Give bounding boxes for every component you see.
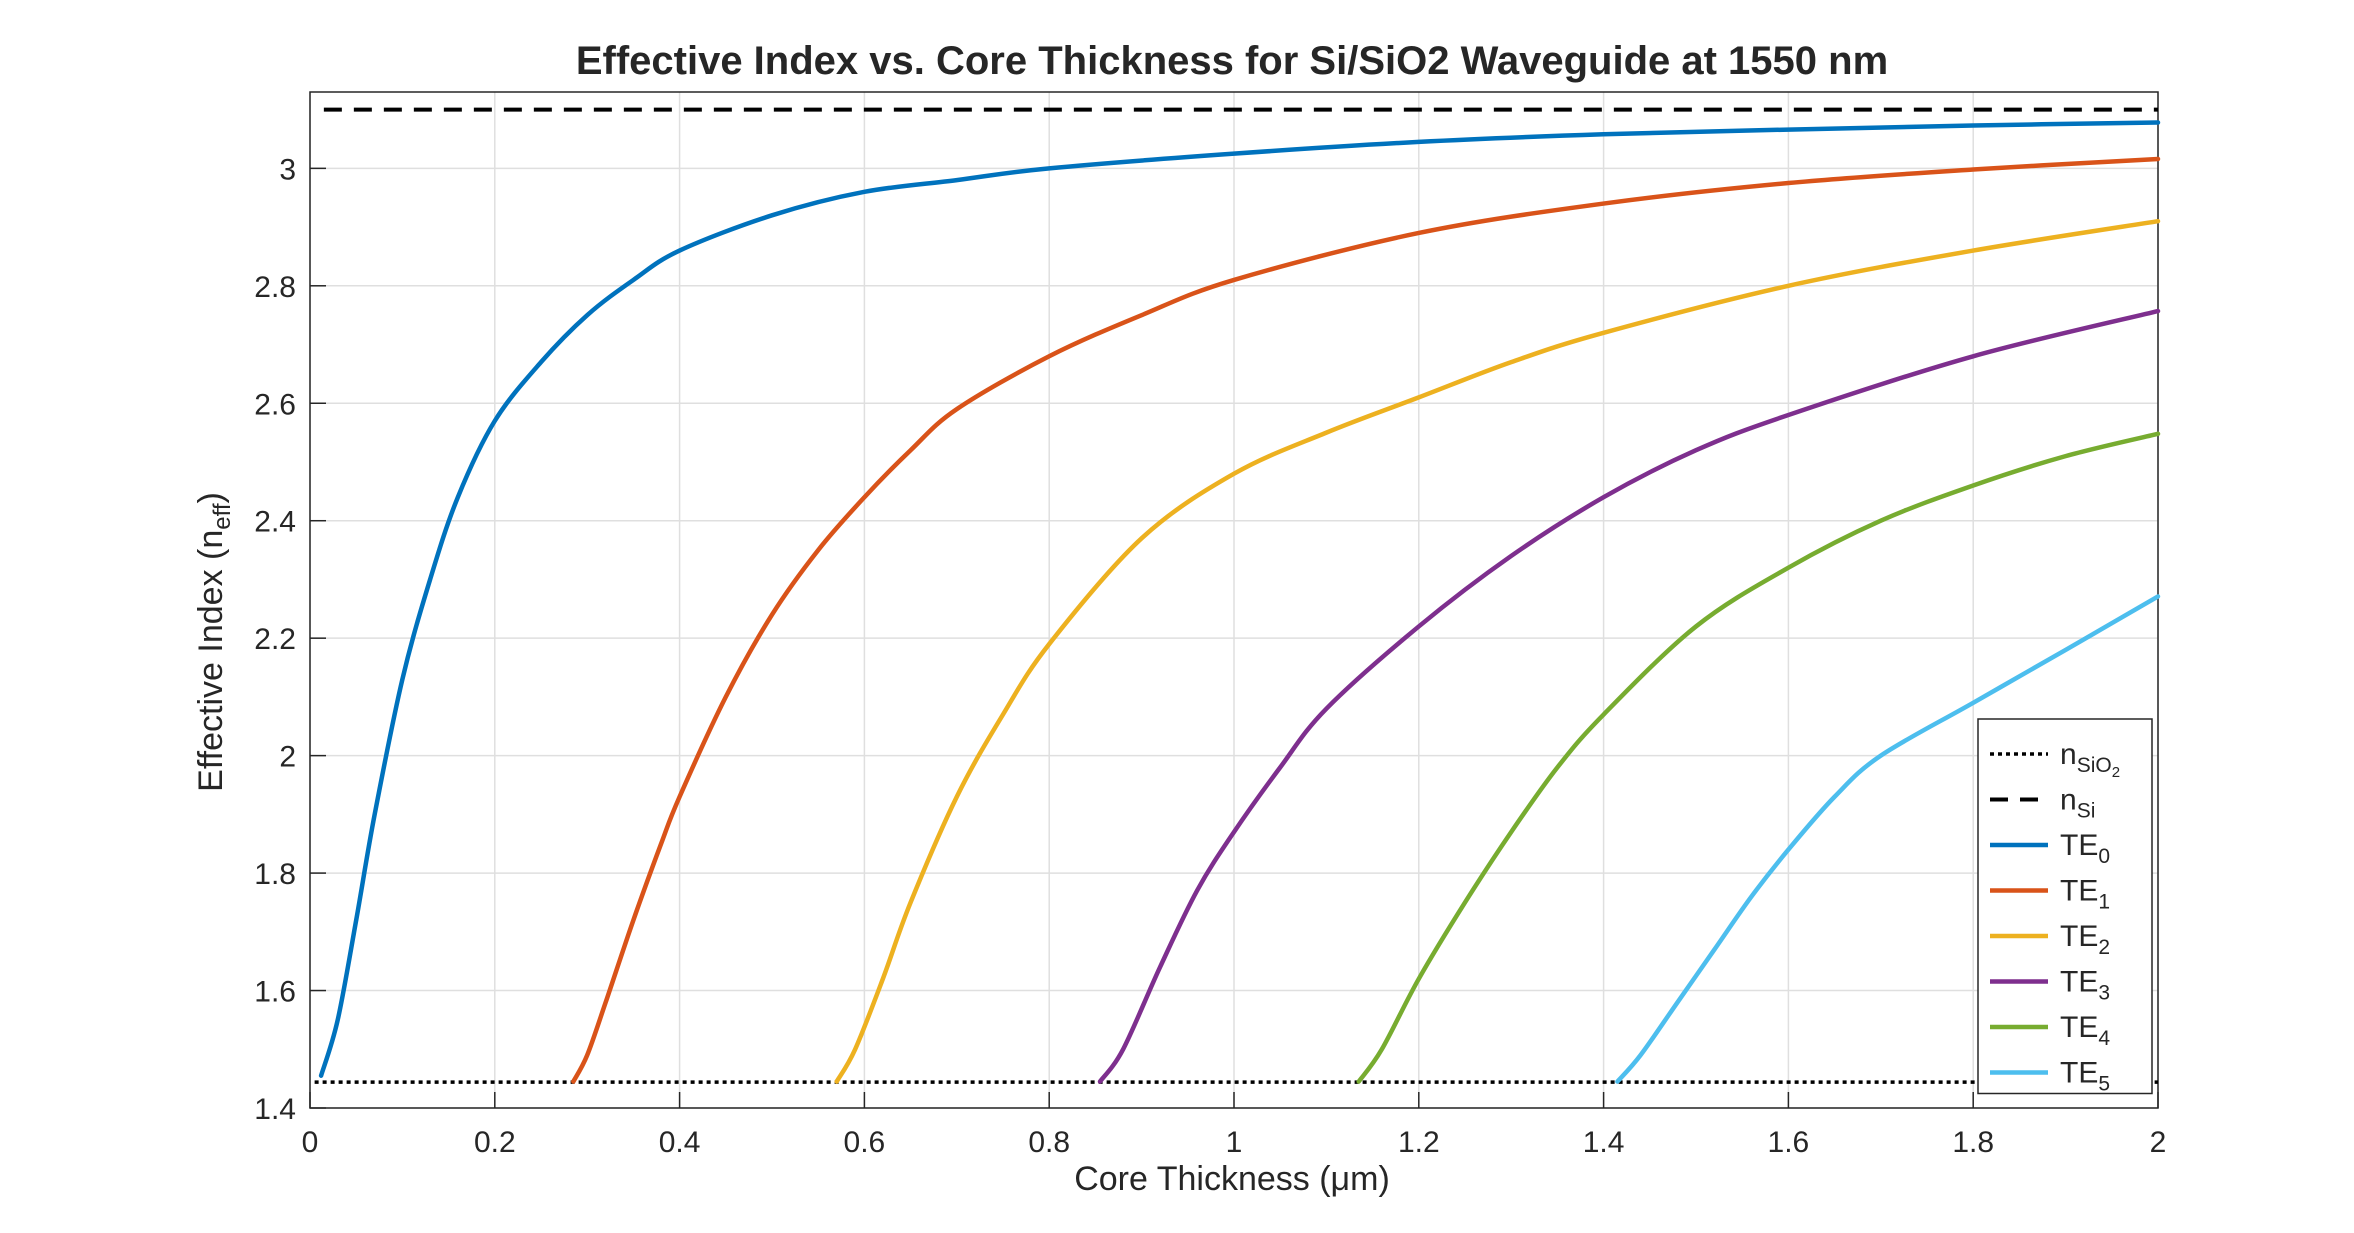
legend-label-te5: TE5 <box>2060 1057 2110 1096</box>
x-tick-label-6: 1.2 <box>1398 1126 1440 1159</box>
x-tick-label-8: 1.6 <box>1768 1126 1810 1159</box>
y-tick-label-5: 2.4 <box>254 506 296 539</box>
legend-label-main: TE <box>2060 1011 2098 1044</box>
x-tick-label-9: 1.8 <box>1952 1126 1994 1159</box>
legend-label-te3: TE3 <box>2060 966 2110 1005</box>
series-line-te2 <box>834 218 2161 1084</box>
x-tick-label-4: 0.8 <box>1028 1126 1070 1159</box>
series-line-te5 <box>1615 594 2161 1084</box>
y-axis-label-close: ) <box>192 492 230 503</box>
legend-label-sub: 2 <box>2098 936 2110 959</box>
series-line-te1 <box>571 156 2161 1084</box>
legend-label-main: TE <box>2060 966 2098 999</box>
legend-label-nsi: nSi <box>2060 784 2095 823</box>
legend-box <box>1977 718 2153 1095</box>
y-axis-label: Effective Index (neff) <box>192 492 236 792</box>
legend-label-te1: TE1 <box>2060 875 2110 914</box>
legend-label-main: TE <box>2060 1057 2098 1090</box>
y-axis-label-main: Effective Index (n <box>192 530 230 792</box>
legend-label-main: n <box>2060 738 2077 771</box>
y-tick-label-2: 1.8 <box>254 858 296 891</box>
series-line-te3 <box>1097 308 2161 1084</box>
legend-label-sub: 1 <box>2098 891 2110 914</box>
legend-label-sub: 0 <box>2098 845 2110 868</box>
x-tick-label-7: 1.4 <box>1583 1126 1625 1159</box>
y-tick-label-4: 2.2 <box>254 623 296 656</box>
x-tick-label-2: 0.4 <box>659 1126 701 1159</box>
x-tick-label-3: 0.6 <box>844 1126 886 1159</box>
legend-label-subsub: 2 <box>2112 764 2120 781</box>
y-axis-label-sub: eff <box>209 503 236 530</box>
legend-label-sub: 5 <box>2098 1073 2110 1096</box>
legend-label-main: TE <box>2060 875 2098 908</box>
legend-label-te0: TE0 <box>2060 829 2110 868</box>
legend-label-te2: TE2 <box>2060 920 2110 959</box>
x-axis-label: Core Thickness (μm) <box>1074 1160 1390 1198</box>
chart-title: Effective Index vs. Core Thickness for S… <box>576 39 1888 83</box>
y-tick-label-7: 2.8 <box>254 271 296 304</box>
legend-label-sub: 4 <box>2098 1027 2110 1050</box>
legend-label-main: n <box>2060 784 2077 817</box>
series-line-te4 <box>1356 431 2161 1084</box>
legend-label-main: TE <box>2060 920 2098 953</box>
y-tick-label-1: 1.6 <box>254 976 296 1009</box>
x-tick-label-5: 1 <box>1226 1126 1243 1159</box>
x-tick-label-10: 2 <box>2150 1126 2167 1159</box>
x-tick-label-1: 0.2 <box>474 1126 516 1159</box>
legend-label-sub: SiO <box>2077 754 2112 777</box>
y-tick-label-6: 2.6 <box>254 388 296 421</box>
x-tick-label-0: 0 <box>302 1126 319 1159</box>
y-tick-label-8: 3 <box>279 153 296 186</box>
y-tick-label-0: 1.4 <box>254 1093 296 1126</box>
legend-label-te4: TE4 <box>2060 1011 2110 1050</box>
y-tick-label-3: 2 <box>279 741 296 774</box>
legend-label-main: TE <box>2060 829 2098 862</box>
legend-label-nsio: nSiO2 <box>2060 738 2120 781</box>
plot-area: 0 0.2 0.4 0.6 0.8 1 1.2 1.4 1.6 1.8 2 1.4 1.6 1.8 2 2.2… <box>254 91 2167 1159</box>
legend-label-sub: Si <box>2077 800 2096 823</box>
series-line-te0 <box>318 120 2161 1078</box>
legend-label-sub: 3 <box>2098 982 2110 1005</box>
